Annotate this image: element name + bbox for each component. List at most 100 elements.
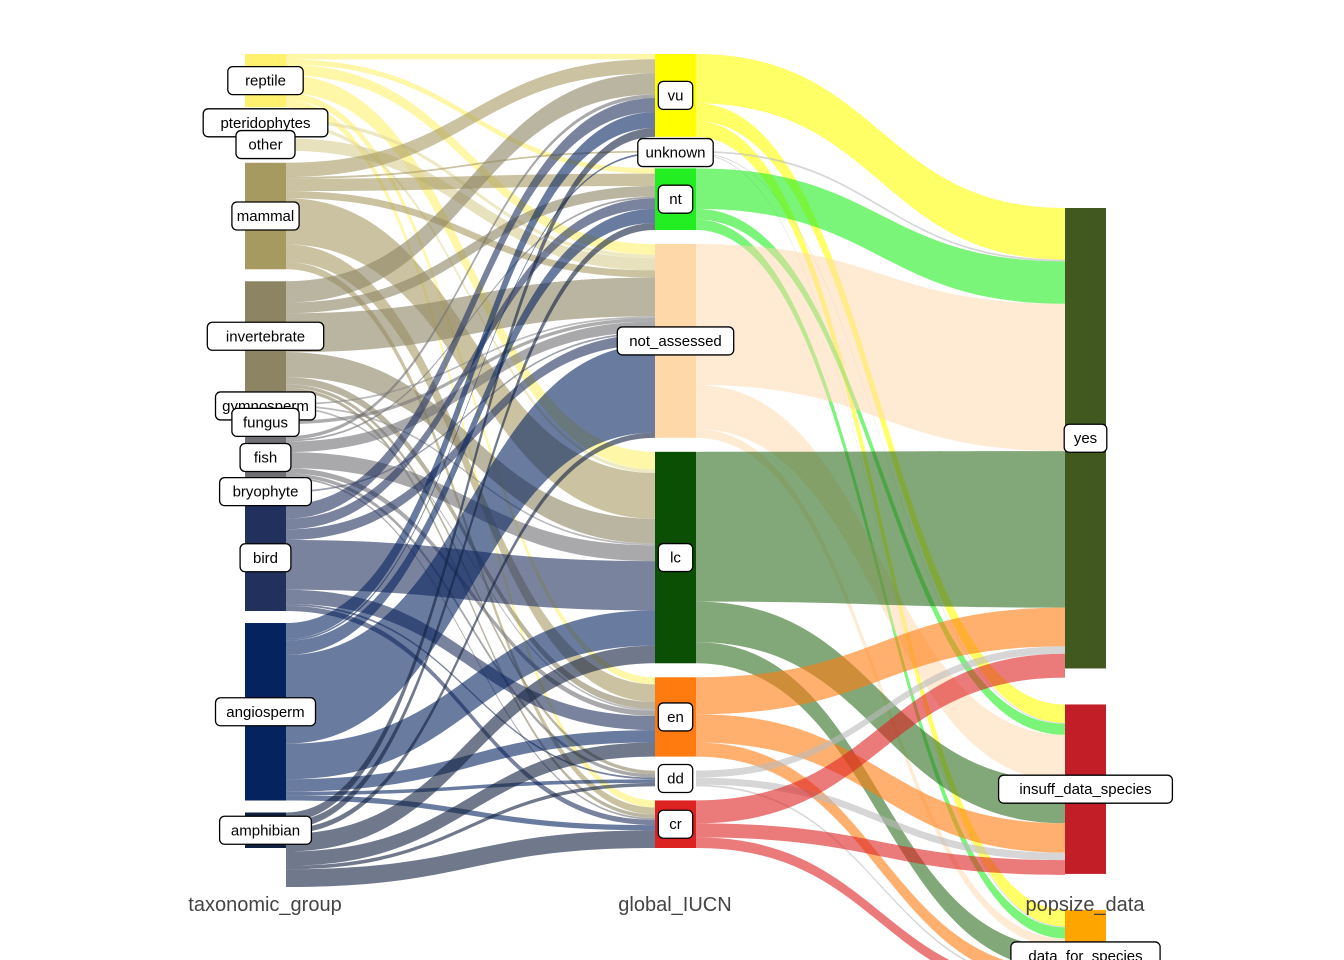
axis-title-taxonomic-group: taxonomic_group: [188, 894, 341, 916]
flow-bird-to-vu: [286, 98, 655, 519]
label-vu: vu: [657, 80, 694, 111]
flow-invertebrate-to-lc: [286, 352, 655, 544]
flow-reptile-to-not_assessed: [286, 64, 655, 255]
axis-titles: taxonomic_group global_IUCN popsize_data: [188, 894, 1145, 916]
flow-amphibian-to-en: [286, 742, 655, 866]
flow-angiosperm-to-nt: [286, 208, 655, 655]
flow-angiosperm-to-unknown: [286, 152, 655, 641]
flow-invertebrate-to-cr: [286, 387, 655, 819]
label-text-yes: yes: [1074, 430, 1097, 447]
flow-angiosperm-to-en: [286, 730, 655, 792]
label-nt: nt: [657, 184, 694, 214]
label-dd: dd: [657, 763, 694, 794]
flow-bryophyte-to-not_assessed: [286, 332, 655, 493]
flow-mammal-to-unknown: [286, 150, 655, 179]
label-cr: cr: [657, 809, 694, 839]
flow-amphibian-to-vu: [286, 128, 655, 822]
flow-bird-to-en: [286, 589, 655, 731]
flow-dd-to-data_for_species: [696, 784, 967, 960]
flow-mammal-to-not_assessed: [286, 191, 655, 278]
flow-invertebrate-to-nt: [286, 185, 655, 314]
flow-fish-to-not_assessed: [286, 321, 655, 453]
label-bryophyte: bryophyte: [218, 476, 313, 507]
flow-angiosperm-to-cr: [286, 795, 655, 831]
flow-bird-to-cr: [286, 605, 655, 826]
label-angiosperm: angiosperm: [214, 697, 317, 727]
flow-angiosperm-to-vu: [286, 112, 655, 639]
flow-invertebrate-to-vu: [286, 73, 655, 303]
label-text-data-for-species: data_for_species: [1028, 948, 1142, 960]
flow-cr-to-data_for_species: [696, 837, 950, 960]
flows-layer: [286, 54, 1065, 960]
flow-amphibian-to-dd: [286, 782, 655, 870]
flow-lc-to-data_for_species: [696, 642, 1065, 960]
label-lc: lc: [657, 542, 694, 573]
flow-dd-to-insuff_data_species: [696, 777, 1065, 861]
labels-layer: reptile pteridophytes other mammal invertebr…: [202, 65, 1174, 960]
label-data-for-species: data_for_species: [1010, 941, 1161, 960]
label-insuff-data-species: insuff_data_species: [997, 774, 1174, 804]
label-mammal: mammal: [231, 201, 300, 231]
label-yes: yes: [1063, 423, 1108, 453]
flow-reptile-to-lc: [286, 75, 655, 470]
label-text-amphibian: amphibian: [231, 822, 300, 839]
label-text-en: en: [667, 709, 684, 726]
flow-amphibian-to-lc: [286, 645, 655, 852]
label-text-cr: cr: [669, 816, 682, 833]
label-text-bird: bird: [253, 550, 278, 567]
label-other: other: [235, 129, 296, 160]
label-text-invertebrate: invertebrate: [226, 328, 305, 345]
flow-not_assessed-to-data_for_species: [696, 429, 1065, 948]
label-fish: fish: [239, 442, 292, 473]
flow-fish-to-cr: [286, 476, 655, 820]
label-en: en: [657, 702, 694, 732]
label-text-other: other: [248, 137, 282, 154]
flow-amphibian-to-cr: [286, 830, 655, 888]
label-invertebrate: invertebrate: [206, 321, 325, 351]
flow-cr-to-insuff_data_species: [696, 823, 1065, 875]
label-bird: bird: [239, 543, 292, 573]
flow-en-to-yes: [696, 607, 1065, 715]
flow-bird-to-nt: [286, 198, 655, 530]
flow-angiosperm-to-not_assessed: [286, 344, 655, 744]
flow-angiosperm-to-lc: [286, 610, 655, 780]
flow-dd-to-yes: [696, 646, 1065, 778]
label-text-vu: vu: [668, 87, 684, 104]
label-not-assessed: not_assessed: [616, 326, 735, 356]
axis-title-global-iucn: global_IUCN: [618, 894, 731, 916]
label-text-bryophyte: bryophyte: [233, 484, 299, 501]
axis-title-popsize-data: popsize_data: [1026, 894, 1146, 916]
flow-unknown-to-insuff_data_species: [696, 152, 1065, 724]
flow-lc-to-yes: [696, 451, 1065, 608]
label-text-fish: fish: [254, 449, 277, 466]
flow-unknown-to-yes: [696, 150, 1065, 262]
flow-amphibian-to-not_assessed: [286, 432, 655, 834]
label-text-pteridophytes: pteridophytes: [220, 115, 310, 132]
label-text-reptile: reptile: [245, 73, 286, 90]
label-text-dd: dd: [667, 770, 684, 787]
label-text-mammal: mammal: [237, 208, 295, 225]
flow-other-to-not_assessed: [286, 138, 655, 271]
flow-reptile-to-vu: [286, 54, 655, 60]
flow-cr-to-yes: [696, 653, 1065, 824]
label-fungus: fungus: [231, 407, 300, 438]
flow-fish-to-vu: [286, 94, 655, 440]
label-amphibian: amphibian: [218, 815, 313, 845]
label-text-angiosperm: angiosperm: [226, 704, 304, 721]
flow-vu-to-yes: [696, 54, 1065, 260]
label-text-lc: lc: [670, 550, 681, 567]
flow-fish-to-nt: [286, 196, 655, 442]
label-text-insuff-data-species: insuff_data_species: [1019, 781, 1151, 798]
label-text-not-assessed: not_assessed: [629, 333, 722, 350]
flow-fish-to-dd: [286, 473, 655, 778]
label-unknown: unknown: [637, 137, 714, 168]
flow-mammal-to-vu: [286, 59, 655, 177]
label-reptile: reptile: [227, 65, 304, 96]
flow-en-to-insuff_data_species: [696, 714, 1065, 853]
label-text-fungus: fungus: [243, 414, 288, 431]
label-text-unknown: unknown: [645, 145, 705, 162]
flow-nt-to-yes: [696, 168, 1065, 304]
flow-amphibian-to-nt: [286, 222, 655, 829]
label-text-nt: nt: [669, 191, 682, 208]
